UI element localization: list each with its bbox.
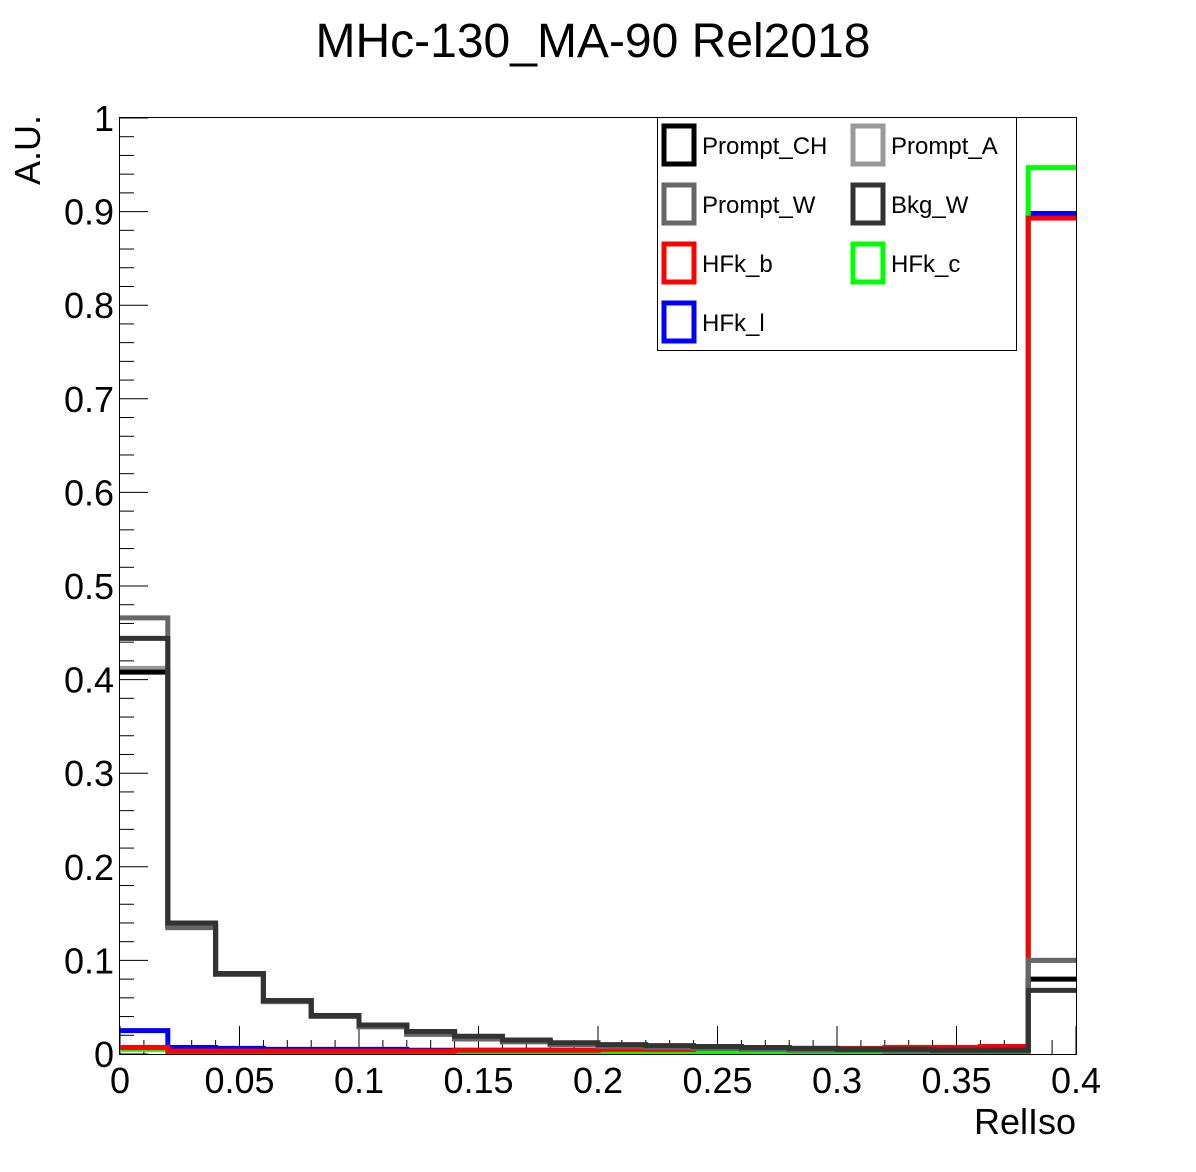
y-tick-label: 0.2: [64, 847, 114, 888]
x-tick-label: 0.3: [812, 1060, 862, 1101]
legend-swatch: [850, 123, 886, 167]
y-tick-label: 0.6: [64, 472, 114, 513]
legend-label: Prompt_W: [702, 192, 816, 219]
legend: Prompt_CH Prompt_A Prompt_W Bkg_W HFk_b HFk_c…: [657, 117, 1017, 351]
legend-label: Prompt_A: [891, 133, 998, 160]
y-tick-label: 1: [94, 98, 114, 139]
legend-entries: Prompt_CH Prompt_A Prompt_W Bkg_W HFk_b HFk_c…: [661, 123, 998, 344]
series-line-bkg-w: [120, 635, 1076, 1053]
y-tick-label: 0.7: [64, 379, 114, 420]
x-tick-label: 0.35: [921, 1060, 991, 1101]
x-tick-label: 0.2: [573, 1060, 623, 1101]
x-tick-label: 0.1: [334, 1060, 384, 1101]
legend-swatch: [661, 241, 697, 285]
legend-label: HFk_l: [702, 310, 765, 337]
series-lines: [120, 165, 1076, 1055]
y-tick-label: 0.4: [64, 660, 114, 701]
legend-swatch: [850, 241, 886, 285]
legend-swatch: [850, 182, 886, 226]
legend-swatch: [661, 300, 697, 344]
legend-label: HFk_b: [702, 251, 773, 278]
tick-labels: 0 0.05 0.1 0.15 0.2 0.25 0.3 0.35 0.4 0 0.1 0.2 0.3 0…: [64, 98, 1101, 1101]
y-tick-label: 0.8: [64, 285, 114, 326]
y-tick-label: 0.5: [64, 566, 114, 607]
chart-title: MHc-130_MA-90 Rel2018: [316, 15, 871, 68]
y-tick-label: 0.3: [64, 753, 114, 794]
plot-frame: [119, 117, 1077, 1055]
legend-label: Bkg_W: [891, 192, 969, 219]
legend-label: Prompt_CH: [702, 133, 827, 160]
x-tick-label: 0.15: [443, 1060, 513, 1101]
x-tick-label: 0.25: [682, 1060, 752, 1101]
y-tick-label: 0.9: [64, 192, 114, 233]
x-tick-label: 0.4: [1051, 1060, 1101, 1101]
legend-label: HFk_c: [891, 251, 960, 278]
y-tick-label: 0: [94, 1034, 114, 1075]
x-axis-label: RelIso: [974, 1101, 1076, 1142]
x-tick-label: 0.05: [204, 1060, 274, 1101]
y-tick-label: 0.1: [64, 940, 114, 981]
x-tick-label: 0: [110, 1060, 130, 1101]
legend-swatch: [661, 123, 697, 167]
legend-box: [657, 117, 1017, 351]
series-line-hfk-b: [120, 215, 1076, 1054]
legend-swatch: [661, 182, 697, 226]
y-axis-label: A.U.: [7, 115, 48, 185]
